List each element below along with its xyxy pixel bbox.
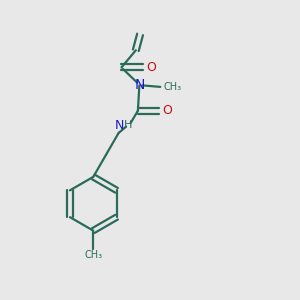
Text: O: O [162, 104, 172, 117]
Text: CH₃: CH₃ [163, 82, 182, 92]
Text: N: N [134, 78, 145, 92]
Text: N: N [115, 119, 124, 132]
Text: H: H [123, 120, 132, 130]
Text: CH₃: CH₃ [84, 250, 102, 260]
Text: O: O [146, 61, 156, 74]
